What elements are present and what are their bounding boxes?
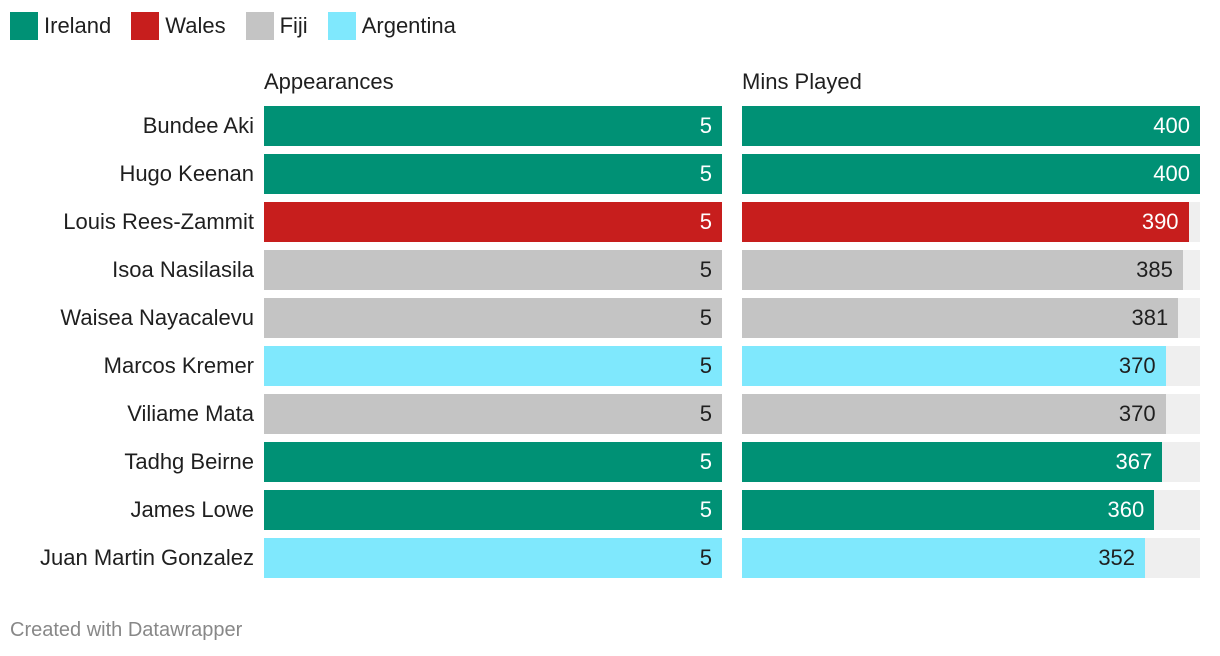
panel-title-appearances: Appearances xyxy=(264,69,394,94)
legend-item-argentina: Argentina xyxy=(327,12,456,40)
legend-swatch xyxy=(245,12,274,40)
bar-track: 5 xyxy=(264,250,722,290)
bar-value-label: 5 xyxy=(699,353,712,378)
row-label: Hugo Keenan xyxy=(119,161,254,186)
legend-item-wales: Wales xyxy=(131,12,226,40)
bar-appearances: 5 xyxy=(264,250,722,290)
bar-track: 390 xyxy=(742,202,1200,242)
row-label: Louis Rees-Zammit xyxy=(63,209,254,234)
bar-value-label: 5 xyxy=(699,401,712,426)
bar-track: 352 xyxy=(742,538,1200,578)
bar-value-label: 352 xyxy=(1098,545,1136,570)
legend-label: Argentina xyxy=(361,13,456,38)
bar-appearances: 5 xyxy=(264,298,722,338)
legend-swatch xyxy=(10,12,38,40)
bar-mins-played: 400 xyxy=(742,106,1200,146)
bar-track: 360 xyxy=(742,490,1200,530)
bar-track: 400 xyxy=(742,154,1200,194)
row-label: Juan Martin Gonzalez xyxy=(40,545,254,570)
bar-appearances: 5 xyxy=(264,202,722,242)
row-label: Waisea Nayacalevu xyxy=(60,305,254,330)
bar-track: 5 xyxy=(264,202,722,242)
bar-value-label: 381 xyxy=(1131,305,1169,330)
row-label: Marcos Kremer xyxy=(103,353,254,378)
bar-track: 400 xyxy=(742,106,1200,146)
bar-track: 5 xyxy=(264,394,722,434)
bar-track: 385 xyxy=(742,250,1200,290)
bar-appearances: 5 xyxy=(264,154,722,194)
bar-mins-played: 390 xyxy=(742,202,1189,242)
bar-track: 370 xyxy=(742,394,1200,434)
bar-track: 5 xyxy=(264,106,722,146)
legend-label: Fiji xyxy=(279,13,308,38)
legend-item-ireland: Ireland xyxy=(10,12,111,40)
row-label: Viliame Mata xyxy=(127,401,254,426)
bar-track: 381 xyxy=(742,298,1200,338)
bar-value-label: 400 xyxy=(1153,161,1190,186)
bar-mins-played: 352 xyxy=(742,538,1146,578)
bar-value-label: 400 xyxy=(1153,113,1190,138)
bar-appearances: 5 xyxy=(264,346,722,386)
bar-mins-played: 370 xyxy=(742,346,1166,386)
bar-value-label: 5 xyxy=(699,545,712,570)
bar-track: 370 xyxy=(742,346,1200,386)
bar-appearances: 5 xyxy=(264,538,722,578)
legend-item-fiji: Fiji xyxy=(245,12,308,40)
bar-track: 5 xyxy=(264,154,722,194)
bar-mins-played: 385 xyxy=(742,250,1183,290)
legend-label: Ireland xyxy=(44,13,112,38)
bar-mins-played: 367 xyxy=(742,442,1163,482)
row-label: James Lowe xyxy=(130,497,254,522)
bar-appearances: 5 xyxy=(264,442,722,482)
bar-value-label: 370 xyxy=(1118,401,1156,426)
row-label: Tadhg Beirne xyxy=(124,449,254,474)
panel-title-mins-played: Mins Played xyxy=(742,69,862,94)
bar-value-label: 360 xyxy=(1107,497,1145,522)
bar-value-label: 367 xyxy=(1115,449,1153,474)
legend-swatch xyxy=(131,12,160,40)
bar-value-label: 5 xyxy=(699,113,712,138)
bar-track: 367 xyxy=(742,442,1200,482)
bar-value-label: 5 xyxy=(699,305,712,330)
bar-value-label: 385 xyxy=(1136,257,1173,282)
legend-label: Wales xyxy=(165,13,226,38)
row-label: Bundee Aki xyxy=(142,113,254,138)
bar-mins-played: 360 xyxy=(742,490,1155,530)
bar-track: 5 xyxy=(264,298,722,338)
bar-mins-played: 381 xyxy=(742,298,1179,338)
legend: Ireland Wales Fiji Argentina xyxy=(10,12,476,40)
bar-mins-played: 370 xyxy=(742,394,1166,434)
bar-value-label: 5 xyxy=(699,209,712,234)
footer-credit: Created with Datawrapper xyxy=(10,619,243,641)
bar-track: 5 xyxy=(264,490,722,530)
bar-value-label: 5 xyxy=(699,257,712,282)
bar-value-label: 5 xyxy=(699,497,712,522)
bar-value-label: 5 xyxy=(699,161,712,186)
bar-track: 5 xyxy=(264,346,722,386)
bar-appearances: 5 xyxy=(264,106,722,146)
bar-value-label: 390 xyxy=(1141,209,1179,234)
bar-appearances: 5 xyxy=(264,490,722,530)
bar-track: 5 xyxy=(264,538,722,578)
bar-mins-played: 400 xyxy=(742,154,1200,194)
row-label: Isoa Nasilasila xyxy=(112,257,254,282)
bar-value-label: 5 xyxy=(699,449,712,474)
legend-swatch xyxy=(327,12,356,40)
bar-value-label: 370 xyxy=(1118,353,1156,378)
bar-appearances: 5 xyxy=(264,394,722,434)
bar-track: 5 xyxy=(264,442,722,482)
